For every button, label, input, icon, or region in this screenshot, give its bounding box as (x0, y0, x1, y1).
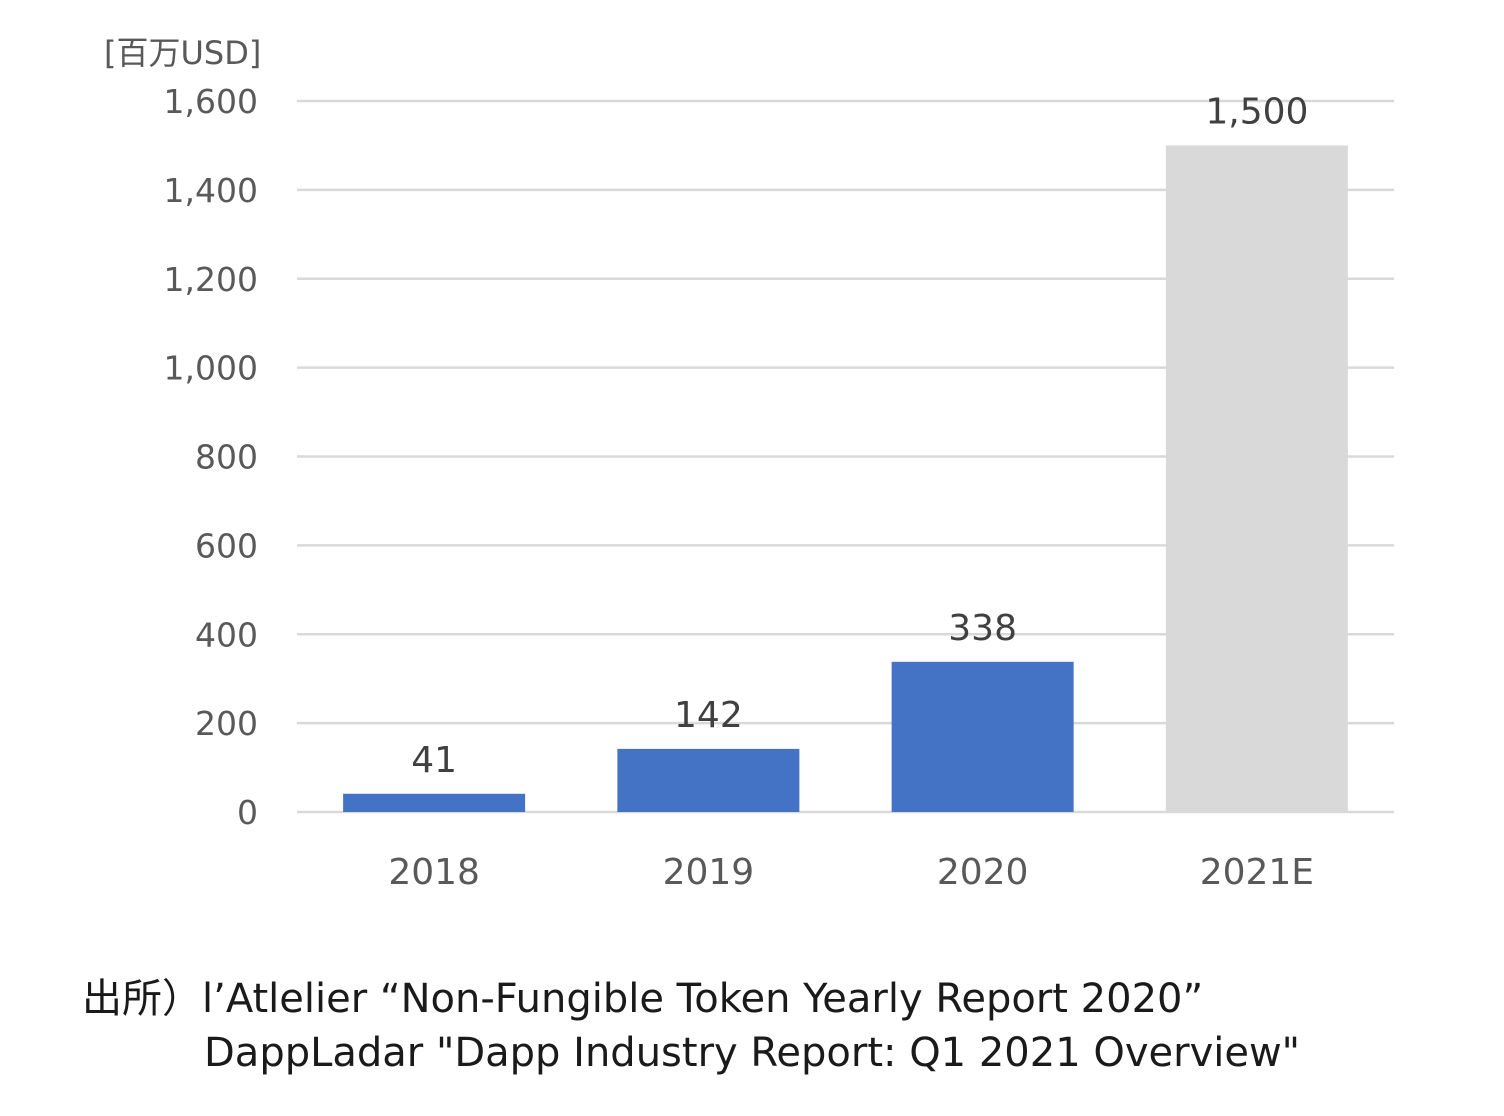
y-tick-label: 800 (195, 438, 258, 477)
y-tick-label: 0 (237, 793, 258, 832)
source-line-1: 出所）l’Atlelier “Non-Fungible Token Yearly… (82, 976, 1204, 1022)
bars (343, 145, 1348, 812)
bar (343, 793, 526, 812)
bar (891, 661, 1074, 812)
bar (617, 748, 800, 812)
y-axis-tick-labels: 0 200 400 600 800 1,000 1,200 1,400 1,600 (164, 82, 258, 832)
source-line-2: DappLadar "Dapp Industry Report: Q1 2021… (204, 1030, 1301, 1076)
x-tick-label: 2018 (388, 852, 480, 893)
y-tick-label: 1,000 (164, 349, 258, 388)
y-tick-label: 1,200 (164, 260, 258, 299)
data-label: 1,500 (1205, 91, 1308, 132)
y-tick-label: 1,400 (164, 171, 258, 210)
y-tick-label: 400 (195, 615, 258, 654)
y-tick-label: 200 (195, 704, 258, 743)
data-label: 41 (411, 740, 457, 781)
x-tick-label: 2019 (663, 852, 755, 893)
x-axis-tick-labels: 2018 2019 2020 2021E (388, 852, 1314, 893)
bar-chart: 0 200 400 600 800 1,000 1,200 1,400 1,600 41 142 3… (164, 82, 1394, 893)
y-tick-label: 600 (195, 526, 258, 565)
data-labels: 41 142 338 1,500 (411, 91, 1308, 780)
y-axis-unit-label: [百万USD] (104, 34, 262, 72)
x-tick-label: 2021E (1200, 852, 1314, 893)
source-note: 出所）l’Atlelier “Non-Fungible Token Yearly… (82, 972, 1300, 1080)
x-tick-label: 2020 (937, 852, 1029, 893)
data-label: 338 (948, 608, 1017, 649)
data-label: 142 (674, 695, 743, 736)
bar (1165, 145, 1348, 812)
y-tick-label: 1,600 (164, 82, 258, 121)
